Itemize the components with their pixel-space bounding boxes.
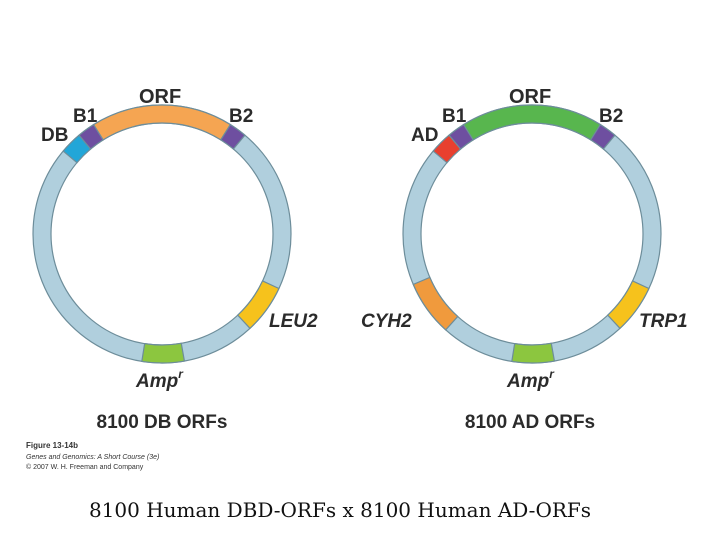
db-plasmid-title: 8100 DB ORFs xyxy=(97,412,228,433)
db-amp-base: Amp xyxy=(135,371,178,392)
ad-b1-label: B1 xyxy=(442,106,467,127)
db-amp-superscript: r xyxy=(178,367,184,381)
db-plasmid: DB B1 ORF B2 LEU2 Ampr 8100 DB ORFs xyxy=(32,86,318,433)
db-leu2-segment xyxy=(236,280,280,330)
ad-trp1-segment xyxy=(606,280,650,330)
db-b2-segment xyxy=(219,123,246,150)
ad-inner-edge xyxy=(420,122,644,346)
db-b1-label: B1 xyxy=(73,106,98,127)
db-orf-segment xyxy=(92,104,232,141)
ad-amp-segment xyxy=(511,342,556,364)
ad-domain-label: AD xyxy=(411,125,438,146)
db-orf-label: ORF xyxy=(139,86,181,108)
ad-plasmid: AD B1 ORF B2 CYH2 TRP1 Ampr 8100 AD ORFs xyxy=(361,86,688,433)
db-amp-segment xyxy=(141,342,186,364)
ad-orf-label: ORF xyxy=(509,86,551,108)
db-b2-label: B2 xyxy=(229,106,253,127)
ad-orf-segment xyxy=(462,104,602,141)
figure-book: Genes and Genomics: A Short Course (3e) xyxy=(26,454,159,461)
figure-number: Figure 13-14b xyxy=(26,441,78,450)
db-leu2-label: LEU2 xyxy=(269,311,318,332)
ad-b2-segment xyxy=(589,123,616,150)
slide-caption: 8100 Human DBD-ORFs x 8100 Human AD-ORFs xyxy=(88,498,592,522)
ad-cyh2-label: CYH2 xyxy=(361,311,412,332)
db-amp-label: Ampr xyxy=(135,367,184,392)
ad-plasmid-ring xyxy=(402,104,662,364)
db-domain-label: DB xyxy=(41,125,68,146)
ad-plasmid-title: 8100 AD ORFs xyxy=(465,412,595,433)
db-inner-edge xyxy=(50,122,274,346)
ad-b2-label: B2 xyxy=(599,106,623,127)
figure-copyright: © 2007 W. H. Freeman and Company xyxy=(26,463,144,471)
figure-credit: Figure 13-14b Genes and Genomics: A Shor… xyxy=(26,441,159,471)
ad-amp-label: Ampr xyxy=(506,367,555,392)
ad-amp-superscript: r xyxy=(549,367,555,381)
ad-cyh2-segment xyxy=(412,276,459,331)
db-plasmid-ring xyxy=(32,104,292,364)
ad-trp1-label: TRP1 xyxy=(639,311,688,332)
ad-amp-base: Amp xyxy=(506,371,549,392)
